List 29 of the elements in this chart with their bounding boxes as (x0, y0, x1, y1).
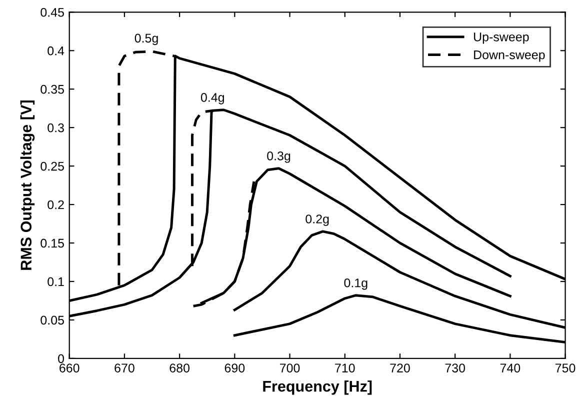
legend-label: Up-sweep (474, 32, 529, 44)
y-tick-label: 0.1 (48, 277, 64, 286)
y-tick-label: 0.45 (40, 8, 64, 17)
legend-label: Down-sweep (474, 50, 545, 62)
x-tick-label: 700 (280, 364, 300, 372)
x-tick-label: 670 (114, 364, 134, 372)
x-tick-label: 730 (445, 364, 466, 372)
y-tick-label: 0 (58, 354, 64, 364)
y-tick-label: 0.35 (40, 84, 64, 94)
annotation: 0.2g (306, 214, 329, 226)
x-tick-label: 660 (60, 364, 80, 372)
annotation: 0.5g (134, 34, 158, 46)
x-tick-label: 710 (335, 364, 355, 372)
y-tick-label: 0.3 (48, 123, 64, 132)
y-tick-label: 0.05 (40, 316, 64, 325)
x-tick-label: 680 (170, 364, 190, 372)
x-tick-label: 690 (224, 364, 245, 372)
y-axis-title: RMS Output Voltage [V] (20, 100, 35, 270)
annotation: 0.1g (344, 278, 368, 290)
y-tick-label: 0.15 (40, 238, 64, 248)
x-tick-label: 750 (556, 364, 576, 372)
x-tick-label: 720 (390, 364, 410, 372)
y-tick-label: 0.2 (48, 200, 64, 210)
annotation: 0.4g (200, 93, 224, 104)
x-tick-label: 740 (500, 364, 520, 372)
x-axis-title: Frequency [Hz] (263, 380, 372, 395)
y-tick-label: 0.25 (40, 162, 64, 171)
annotation: 0.3g (267, 151, 290, 163)
y-tick-label: 0.4 (48, 46, 64, 56)
